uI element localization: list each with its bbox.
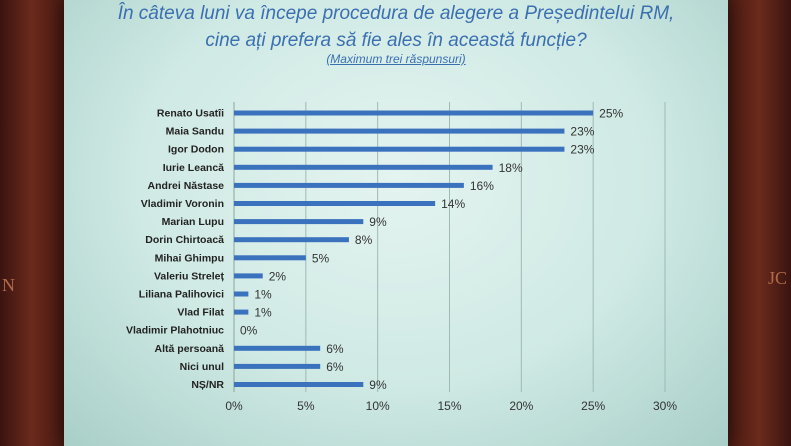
data-label: 18% (499, 161, 523, 175)
data-label: 1% (254, 288, 272, 302)
category-label: Vladimir Plahotniuc (126, 325, 224, 337)
x-axis: 0% 5% 10% 15% 20% 25% 30% (225, 102, 677, 413)
x-tick-label: 20% (509, 399, 533, 413)
data-label: 9% (369, 378, 387, 392)
bar (234, 382, 364, 387)
category-label: Vlad Filat (177, 307, 224, 319)
data-label: 2% (269, 269, 287, 283)
category-label: Valeriu Streleț (154, 270, 225, 282)
bar (234, 291, 249, 297)
chart-title-line-1: În câteva luni va începe procedura de al… (117, 3, 675, 24)
x-tick-label: 5% (297, 399, 315, 413)
data-label: 5% (312, 251, 330, 265)
category-label: NȘ/NR (191, 379, 224, 391)
bar (234, 164, 493, 170)
bar (234, 237, 349, 243)
bar (234, 110, 594, 116)
x-tick-label: 25% (581, 399, 605, 413)
category-label: Maia Sandu (166, 126, 224, 138)
bar (234, 345, 321, 351)
data-label: 9% (369, 215, 387, 229)
projection-screen (64, 0, 728, 446)
x-tick-label: 30% (653, 399, 677, 413)
data-label: 25% (599, 107, 623, 121)
category-labels: Renato Usatîi Maia Sandu Igor Dodon Iurie L… (126, 108, 225, 392)
bar (234, 146, 565, 152)
category-label: Dorin Chirtoacă (145, 234, 224, 246)
category-label: Liliana Palihovici (139, 289, 224, 301)
data-label: 6% (326, 360, 344, 374)
bar (234, 309, 249, 315)
bar (234, 363, 321, 369)
bar (234, 255, 306, 261)
bar (234, 128, 565, 134)
category-label: Iurie Leancă (163, 162, 224, 174)
category-label: Renato Usatîi (157, 108, 224, 120)
category-label: Nici unul (180, 361, 224, 373)
category-label: Vladimir Voronin (141, 198, 224, 210)
data-label: 23% (570, 125, 594, 139)
data-label: 6% (326, 342, 344, 356)
data-label: 0% (240, 324, 258, 338)
data-label: 8% (355, 233, 373, 247)
data-label: 1% (254, 306, 272, 320)
bar (234, 201, 436, 206)
chart-title-line-2: cine ați prefera să fie ales în această … (205, 30, 587, 51)
bar (234, 219, 364, 225)
x-tick-label: 15% (437, 399, 461, 413)
category-label: Andrei Năstase (148, 180, 225, 192)
x-tick-label: 10% (366, 399, 390, 413)
background-text-left: N (2, 275, 15, 295)
x-tick-label: 0% (225, 399, 243, 413)
category-label: Igor Dodon (168, 144, 224, 156)
category-label: Marian Lupu (162, 216, 224, 228)
category-label: Altă persoană (155, 343, 225, 355)
bars: 25% 23% 23% 18% 16% 14% 9% 8% 5% 2% 1% 1% 0% 6% 6% 9% (234, 107, 624, 392)
data-label: 16% (470, 179, 494, 193)
bar (234, 273, 263, 279)
data-label: 23% (570, 143, 594, 157)
background-text-right: JC (768, 268, 788, 288)
chart-subtitle: (Maximum trei răspunsuri) (326, 52, 466, 66)
bar (234, 182, 464, 188)
category-label: Mihai Ghimpu (155, 252, 224, 264)
data-label: 14% (441, 197, 465, 211)
